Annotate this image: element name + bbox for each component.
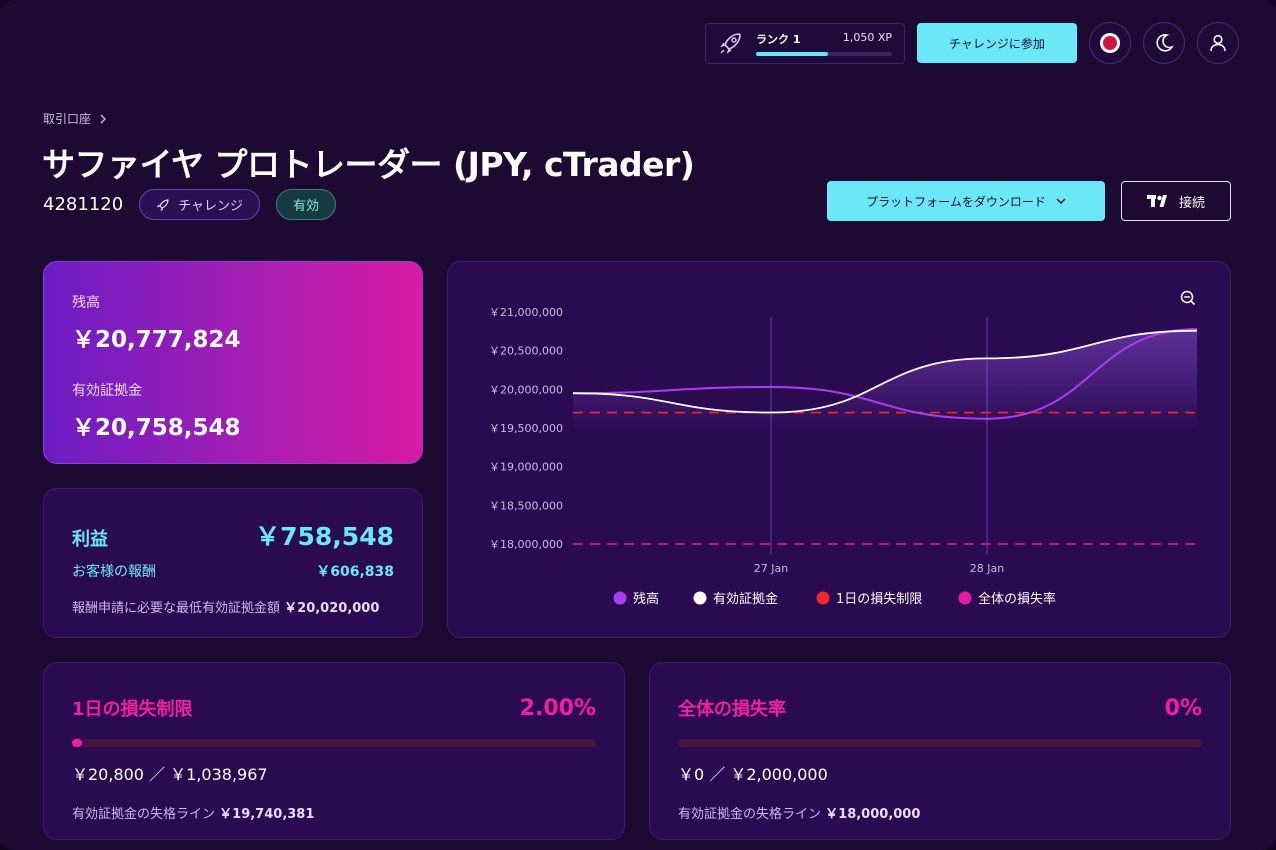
daily-limit-percent: 2.00% [519,696,596,721]
profit-card: 利益 ￥758,548 お客様の報酬 ￥606,838 報酬申請に必要な最低有効… [43,488,423,638]
legend-dot [958,591,972,605]
min-equity-value: ￥20,020,000 [284,601,380,616]
balance-line [572,328,1198,420]
daily-limit-fill [72,739,83,747]
balance-value: ￥20,777,824 [72,327,241,353]
page-title: サファイヤ プロトレーダー (JPY, cTrader) [42,145,695,184]
y-tick-label: ￥20,000,000 [489,383,563,396]
total-limit-line-label: 有効証拠金の失格ライン [678,807,822,822]
balance-label: 残高 [72,295,100,311]
x-tick-label: 27 Jan [754,562,788,575]
legend-dot [693,591,707,605]
y-tick-label: ￥19,500,000 [489,422,563,435]
profit-label: 利益 [72,529,108,550]
download-platform-button[interactable]: プラットフォームをダウンロード [827,181,1105,221]
daily-limit-title: 1日の損失制限 [72,699,193,720]
daily-limit-line-label: 有効証拠金の失格ライン [72,807,216,822]
y-tick-label: ￥18,500,000 [489,499,563,512]
rank-progress-fill [756,51,829,56]
connect-button[interactable]: 接続 [1121,181,1231,221]
theme-toggle-button[interactable] [1143,22,1185,64]
legend-label: 有効証拠金 [713,591,778,607]
chevron-down-icon [1056,198,1066,205]
min-equity-line: 報酬申請に必要な最低有効証拠金額 ￥20,020,000 [72,597,394,616]
user-icon [1210,34,1226,52]
total-limit-amount: ￥0 ／ ￥2,000,000 [678,765,828,784]
profile-button[interactable] [1197,22,1239,64]
total-limit-line: 有効証拠金の失格ライン ￥18,000,000 [678,803,1202,822]
daily-limit-line-value: ￥19,740,381 [219,807,315,822]
profit-value: ￥758,548 [255,522,394,551]
account-number: 4281120 [43,194,124,215]
daily-limit-line: 有効証拠金の失格ライン ￥19,740,381 [72,803,596,822]
y-tick-label: ￥20,500,000 [489,345,563,358]
legend-dot [816,591,830,605]
moon-icon [1156,34,1174,52]
header-actions: プラットフォームをダウンロード 接続 [827,181,1231,221]
balance-card: 残高 ￥20,777,824 有効証拠金 ￥20,758,548 [43,261,423,464]
rocket-icon [156,198,169,211]
zoom-out-icon[interactable] [1180,290,1196,306]
y-tick-label: ￥19,000,000 [489,461,563,474]
reward-label: お客様の報酬 [72,564,156,580]
daily-loss-limit-card: 1日の損失制限 2.00% ￥20,800 ／ ￥1,038,967 有効証拠金… [43,662,625,840]
rocket-icon [720,33,741,54]
legend-item[interactable]: 全体の損失率 [958,591,1057,607]
total-limit-line-value: ￥18,000,000 [825,807,921,822]
rank-label: ランク 1 [756,32,801,46]
legend-item[interactable]: 1日の損失制限 [816,591,923,608]
daily-limit-bar [72,739,596,747]
equity-chart-card: ￥21,000,000 ￥20,500,000 ￥20,000,000 ￥19,500… [447,261,1231,638]
join-challenge-button[interactable]: チャレンジに参加 [917,23,1077,63]
total-limit-title: 全体の損失率 [678,699,786,720]
total-limit-bar [678,739,1202,747]
total-limit-percent: 0% [1164,696,1202,721]
breadcrumb-link[interactable]: 取引口座 [43,112,92,126]
equity-line [572,329,1198,414]
y-tick-label: ￥18,000,000 [489,538,563,551]
status-badge-label: 有効 [293,199,320,214]
challenge-badge: チャレンジ [139,189,261,220]
reward-value: ￥606,838 [316,564,394,580]
japan-flag-icon [1100,33,1120,53]
challenge-badge-label: チャレンジ [178,199,244,214]
breadcrumb: 取引口座 [43,110,107,127]
y-tick-label: ￥21,000,000 [489,306,563,319]
total-loss-limit-card: 全体の損失率 0% ￥0 ／ ￥2,000,000 有効証拠金の失格ライン ￥1… [649,662,1231,840]
connect-label: 接続 [1178,194,1205,210]
legend-label: 残高 [633,591,659,607]
rank-progress-bar [756,51,892,56]
download-platform-label: プラットフォームをダウンロード [866,194,1046,209]
daily-limit-amount: ￥20,800 ／ ￥1,038,967 [72,765,268,784]
xp-value: 1,050 XP [842,30,892,44]
legend-label: 全体の損失率 [978,591,1056,607]
min-equity-label: 報酬申請に必要な最低有効証拠金額 [72,601,281,616]
language-button[interactable] [1089,22,1131,64]
equity-chart: ￥21,000,000 ￥20,500,000 ￥20,000,000 ￥19,500… [489,290,1198,608]
status-badge: 有効 [276,189,337,220]
tradingview-icon [1146,195,1167,207]
legend-dot [613,591,627,605]
account-meta: 4281120 チャレンジ 有効 [43,189,337,220]
x-tick-label: 28 Jan [970,562,1004,575]
top-bar: ランク 1 1,050 XP チャレンジに参加 [705,22,1239,64]
legend-item[interactable]: 有効証拠金 [693,591,779,607]
rank-widget[interactable]: ランク 1 1,050 XP [705,22,905,64]
equity-label: 有効証拠金 [72,383,142,399]
equity-value: ￥20,758,548 [72,415,241,441]
chevron-right-icon [100,114,107,123]
legend-item[interactable]: 残高 [613,591,660,607]
legend-label: 1日の損失制限 [836,592,922,607]
